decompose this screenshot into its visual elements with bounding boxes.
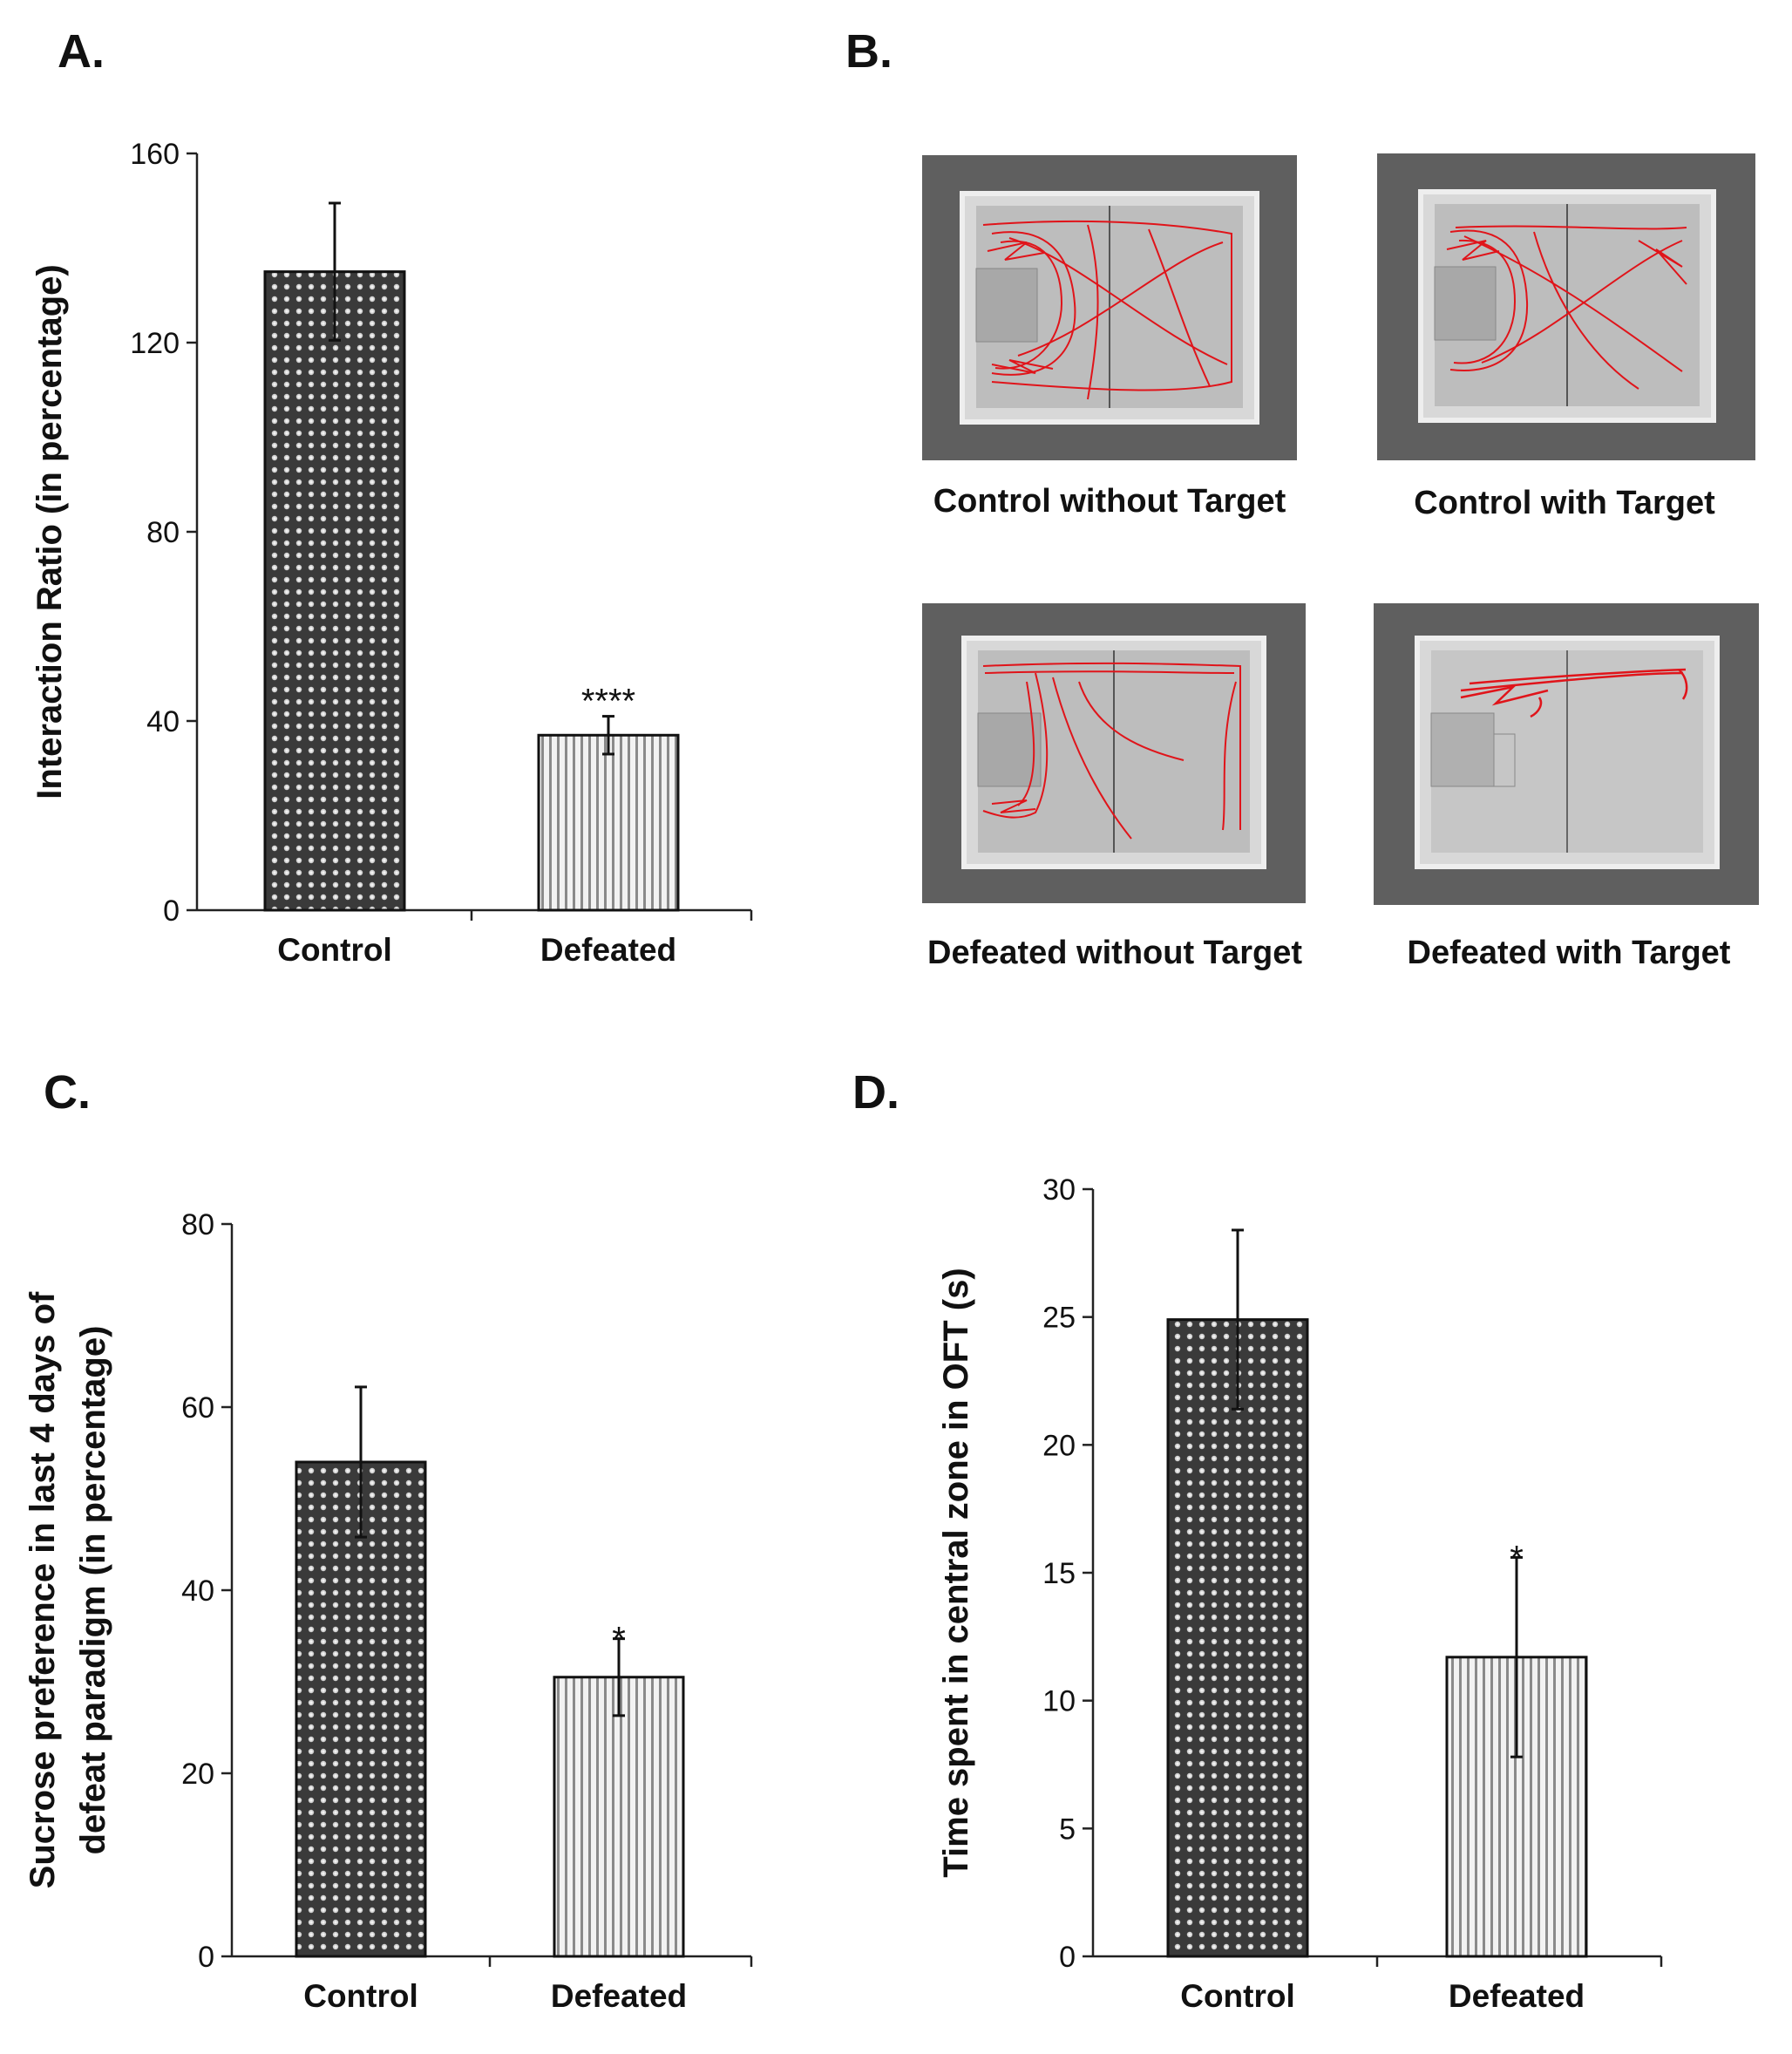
chart-c-ytick-label: 80 xyxy=(181,1208,214,1241)
chart-d-ytick-label: 5 xyxy=(1059,1813,1076,1846)
chart-a-ytick-label: 0 xyxy=(163,894,180,928)
chart-c-ytick-label: 40 xyxy=(181,1575,214,1608)
panel-c-letter: C. xyxy=(44,1066,91,1119)
track-caption-control-without-target: Control without Target xyxy=(933,483,1286,520)
chart-c-ytick-label: 0 xyxy=(198,1941,214,1974)
track-caption-defeated-without-target: Defeated without Target xyxy=(927,935,1302,971)
chart-a-ytick-label: 120 xyxy=(130,327,180,360)
chart-d-ytick-label: 10 xyxy=(1042,1685,1076,1718)
chart-d-significance-defeated: * xyxy=(1510,1539,1524,1577)
chart-d-y-axis-label: Time spent in central zone in OFT (s) xyxy=(937,1268,975,1877)
chart-d-ytick-label: 20 xyxy=(1042,1429,1076,1462)
chart-a-xtick-label-defeated: Defeated xyxy=(540,932,676,968)
chart-a-bar-control xyxy=(263,270,406,912)
chart-c-significance-defeated: * xyxy=(612,1621,626,1659)
chart-c-bar-control xyxy=(295,1460,427,1958)
chart-d-ytick-label: 25 xyxy=(1042,1302,1076,1335)
chart-a-xtick-label-control: Control xyxy=(277,932,392,968)
chart-c-xtick-label-defeated: Defeated xyxy=(551,1978,687,2014)
chart-d-ytick-label: 0 xyxy=(1059,1941,1076,1974)
chart-d-bar-control xyxy=(1166,1318,1309,1958)
chart-c-bar-defeated xyxy=(553,1676,685,1958)
panel-b-letter: B. xyxy=(845,25,893,78)
track-image-control-without-target xyxy=(922,155,1297,465)
chart-d-xtick-label-defeated: Defeated xyxy=(1449,1978,1585,2014)
chart-c-xtick-label-control: Control xyxy=(303,1978,418,2014)
track-image-defeated-without-target xyxy=(922,603,1306,908)
chart-c-y-axis-label: Sucrose preference in last 4 days of xyxy=(24,1291,62,1888)
chart-a-ytick-label: 40 xyxy=(146,705,180,738)
chart-d-ytick-label: 15 xyxy=(1042,1557,1076,1590)
chart-d-ytick-label: 30 xyxy=(1042,1173,1076,1207)
track-caption-defeated-with-target: Defeated with Target xyxy=(1407,935,1731,971)
chart-a-y-axis-label: Interaction Ratio (in percentage) xyxy=(31,264,69,799)
chart-a-bar-defeated xyxy=(537,733,680,912)
chart-c-sucrose-preference: 0 20 40 60 80 Control Defeated * Sucrose prefere… xyxy=(24,1208,753,2014)
chart-c-y-axis-label: defeat paradigm (in percentage) xyxy=(74,1326,112,1855)
chart-a-significance-defeated: **** xyxy=(581,683,635,721)
panel-a-letter: A. xyxy=(58,25,105,78)
panel-d-letter: D. xyxy=(852,1066,899,1119)
track-caption-control-with-target: Control with Target xyxy=(1414,485,1715,521)
chart-a-ytick-label: 160 xyxy=(130,138,180,171)
chart-d-xtick-label-control: Control xyxy=(1180,1978,1295,2014)
track-image-defeated-with-target xyxy=(1374,603,1759,909)
track-image-control-with-target xyxy=(1377,153,1755,465)
chart-a-interaction-ratio: 0 40 80 120 160 Control Defeated **** Interactio… xyxy=(31,138,753,968)
chart-a-ytick-label: 80 xyxy=(146,516,180,549)
chart-c-ytick-label: 60 xyxy=(181,1391,214,1425)
chart-c-ytick-label: 20 xyxy=(181,1758,214,1791)
